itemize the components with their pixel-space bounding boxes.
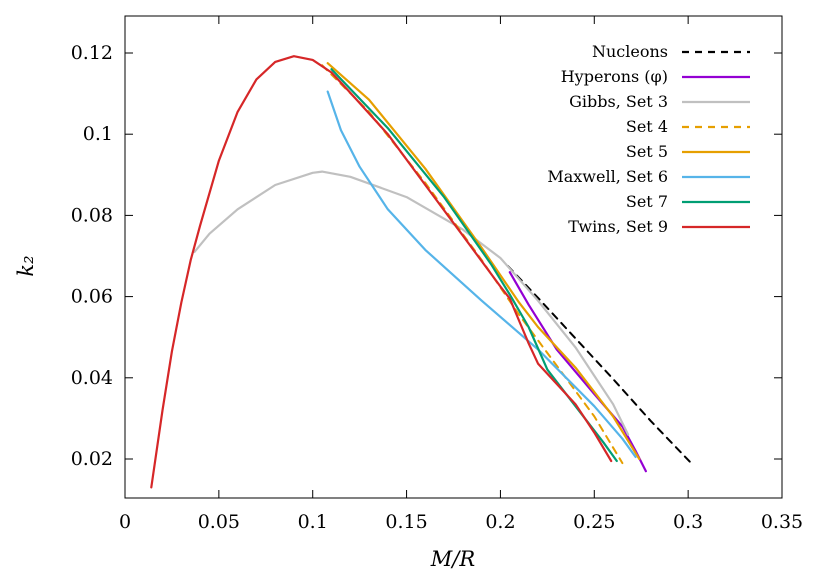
- y-tick-label: 0.08: [71, 204, 113, 226]
- series-line-maxwell-set-6: [326, 90, 637, 459]
- series-line-nucleons: [506, 265, 693, 465]
- x-tick-label: 0.25: [573, 511, 615, 533]
- series-line-twins-set-9: [150, 55, 613, 489]
- x-tick-label: 0.35: [761, 511, 803, 533]
- x-tick-label: 0.15: [385, 511, 427, 533]
- x-axis-label: M/R: [430, 547, 476, 571]
- legend: Nucleons Hyperons (φ) Gibbs, Set 3 Set 4 Set…: [547, 42, 750, 236]
- x-tick-label: 0.3: [673, 511, 703, 533]
- y-tick-label: 0.04: [71, 367, 113, 389]
- plot-frame: [124, 15, 783, 499]
- y-tick-label: 0.12: [71, 42, 113, 64]
- series-layer: [150, 55, 693, 489]
- legend-label: Hyperons (φ): [561, 67, 668, 86]
- y-tick-label: 0.02: [71, 448, 113, 470]
- x-tick-label: 0.1: [298, 511, 328, 533]
- legend-label: Maxwell, Set 6: [547, 167, 668, 186]
- legend-label: Set 5: [626, 142, 668, 161]
- legend-label: Twins, Set 9: [568, 217, 668, 236]
- x-tick-label: 0: [119, 511, 131, 533]
- legend-label: Gibbs, Set 3: [569, 92, 668, 111]
- series-line-set-5: [326, 62, 641, 461]
- x-tick-label: 0.05: [198, 511, 240, 533]
- y-tick-label: 0.1: [83, 123, 113, 145]
- legend-label: Set 7: [626, 192, 668, 211]
- legend-label: Set 4: [626, 117, 668, 136]
- y-tick-label: 0.06: [71, 286, 113, 308]
- axis-ticks: 0 0.05 0.1 0.15 0.2 0.25 0.3 0.35 0.02 0.04 0.06 0.…: [71, 16, 803, 533]
- x-tick-label: 0.2: [485, 511, 515, 533]
- legend-label: Nucleons: [592, 42, 668, 61]
- series-line-gibbs-set-3: [193, 170, 630, 436]
- y-axis-label: k₂: [14, 255, 38, 276]
